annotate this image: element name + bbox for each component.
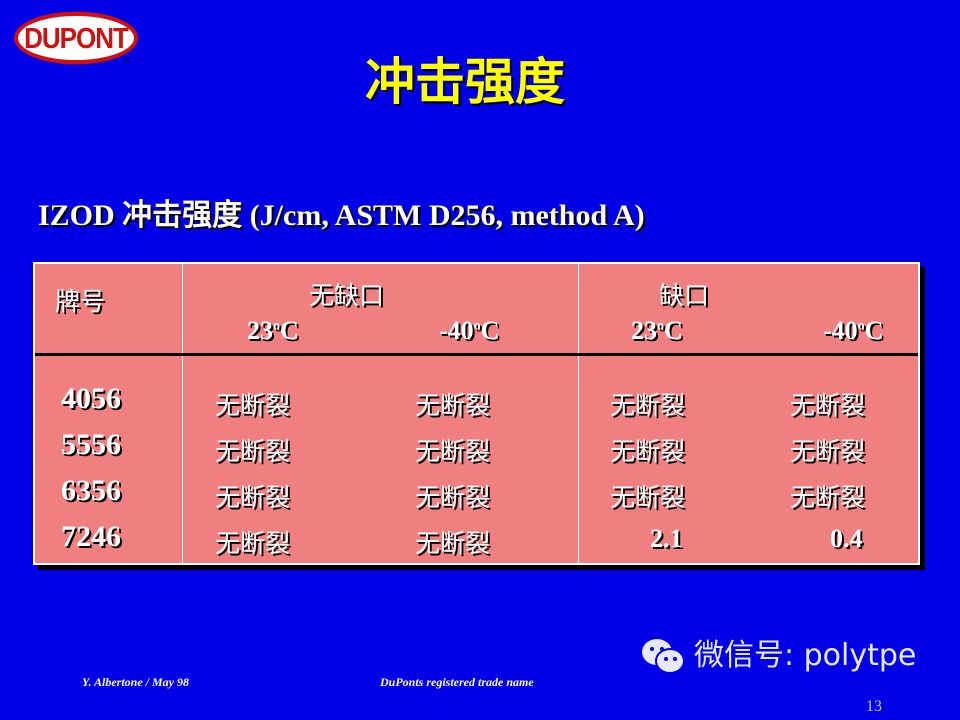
- divider: [182, 264, 183, 563]
- header-divider: [35, 353, 918, 356]
- value-cell: 无断裂: [790, 391, 866, 420]
- value-cell: 无断裂: [610, 391, 686, 420]
- watermark: 微信号: polytpe: [640, 636, 916, 676]
- value-cell: 0.4: [830, 524, 863, 553]
- page-number: 13: [866, 698, 882, 715]
- header-temp: -40oC: [439, 316, 500, 345]
- slide-subtitle: IZOD 冲击强度 (J/cm, ASTM D256, method A): [38, 199, 645, 232]
- header-notched: 缺口: [659, 281, 710, 310]
- footer-note: DuPonts registered trade name: [380, 675, 534, 689]
- header-temp: 23oC: [247, 316, 299, 345]
- footer-author: Y. Albertone / May 98: [82, 675, 189, 689]
- value-cell: 无断裂: [215, 391, 291, 420]
- value-cell: 2.1: [650, 524, 683, 553]
- value-cell: 无断裂: [790, 483, 866, 512]
- value-cell: 无断裂: [215, 483, 291, 512]
- value-cell: 无断裂: [610, 483, 686, 512]
- wechat-icon: [642, 639, 685, 674]
- registered-mark: ®: [124, 56, 131, 65]
- header-temp: -40oC: [823, 316, 884, 345]
- value-cell: 无断裂: [610, 437, 686, 466]
- value-cell: 无断裂: [415, 391, 491, 420]
- impact-table: 牌号 无缺口 缺口 23oC -40oC 23oC -40oC 4056 无断裂无…: [33, 262, 920, 565]
- watermark-text: 微信号: polytpe: [694, 638, 917, 673]
- grade-cell: 6356: [61, 474, 121, 507]
- header-grade: 牌号: [55, 287, 106, 316]
- grade-cell: 4056: [61, 382, 121, 415]
- header-temp: 23oC: [631, 316, 683, 345]
- value-cell: 无断裂: [790, 437, 866, 466]
- header-unnotched: 无缺口: [309, 281, 385, 310]
- slide-title: 冲击强度: [365, 53, 565, 111]
- divider: [578, 264, 579, 563]
- value-cell: 无断裂: [415, 529, 491, 558]
- grade-cell: 7246: [61, 520, 121, 553]
- value-cell: 无断裂: [415, 437, 491, 466]
- value-cell: 无断裂: [215, 529, 291, 558]
- value-cell: 无断裂: [415, 483, 491, 512]
- grade-cell: 5556: [61, 428, 121, 461]
- dupont-logo: DUPONT: [14, 11, 138, 65]
- value-cell: 无断裂: [215, 437, 291, 466]
